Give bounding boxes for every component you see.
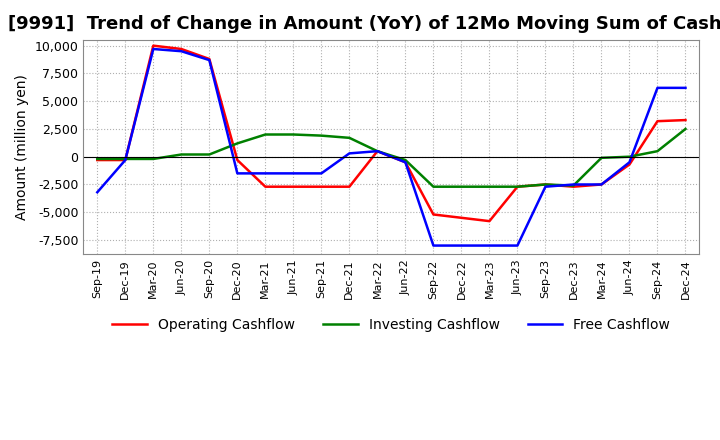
Operating Cashflow	[121, 158, 130, 163]
Investing Cashflow	[121, 156, 130, 161]
Free Cashflow	[205, 58, 214, 63]
Line: Free Cashflow: Free Cashflow	[97, 49, 685, 246]
Investing Cashflow	[597, 155, 606, 161]
Free Cashflow	[569, 182, 577, 187]
Investing Cashflow	[457, 184, 466, 189]
Legend: Operating Cashflow, Investing Cashflow, Free Cashflow: Operating Cashflow, Investing Cashflow, …	[107, 312, 676, 337]
Free Cashflow	[681, 85, 690, 91]
Free Cashflow	[513, 243, 522, 248]
Free Cashflow	[429, 243, 438, 248]
Free Cashflow	[541, 184, 550, 189]
Investing Cashflow	[317, 133, 325, 138]
Free Cashflow	[345, 151, 354, 156]
Investing Cashflow	[429, 184, 438, 189]
Free Cashflow	[121, 158, 130, 163]
Free Cashflow	[457, 243, 466, 248]
Operating Cashflow	[289, 184, 297, 189]
Free Cashflow	[261, 171, 270, 176]
Y-axis label: Amount (million yen): Amount (million yen)	[15, 74, 29, 220]
Operating Cashflow	[317, 184, 325, 189]
Investing Cashflow	[681, 126, 690, 132]
Operating Cashflow	[485, 219, 494, 224]
Free Cashflow	[177, 48, 186, 54]
Free Cashflow	[233, 171, 242, 176]
Operating Cashflow	[681, 117, 690, 123]
Investing Cashflow	[233, 141, 242, 146]
Operating Cashflow	[401, 160, 410, 165]
Operating Cashflow	[93, 158, 102, 163]
Operating Cashflow	[625, 162, 634, 167]
Investing Cashflow	[149, 156, 158, 161]
Investing Cashflow	[373, 149, 382, 154]
Free Cashflow	[625, 160, 634, 165]
Free Cashflow	[485, 243, 494, 248]
Free Cashflow	[149, 46, 158, 51]
Investing Cashflow	[93, 156, 102, 161]
Operating Cashflow	[429, 212, 438, 217]
Operating Cashflow	[597, 182, 606, 187]
Investing Cashflow	[205, 152, 214, 157]
Investing Cashflow	[653, 149, 662, 154]
Operating Cashflow	[373, 149, 382, 154]
Investing Cashflow	[401, 158, 410, 163]
Free Cashflow	[597, 182, 606, 187]
Investing Cashflow	[541, 182, 550, 187]
Investing Cashflow	[261, 132, 270, 137]
Investing Cashflow	[569, 183, 577, 188]
Line: Investing Cashflow: Investing Cashflow	[97, 129, 685, 187]
Line: Operating Cashflow: Operating Cashflow	[97, 46, 685, 221]
Operating Cashflow	[233, 158, 242, 163]
Investing Cashflow	[513, 184, 522, 189]
Free Cashflow	[653, 85, 662, 91]
Investing Cashflow	[485, 184, 494, 189]
Title: [9991]  Trend of Change in Amount (YoY) of 12Mo Moving Sum of Cashflows: [9991] Trend of Change in Amount (YoY) o…	[8, 15, 720, 33]
Operating Cashflow	[541, 182, 550, 187]
Operating Cashflow	[457, 215, 466, 220]
Operating Cashflow	[177, 46, 186, 51]
Free Cashflow	[401, 160, 410, 165]
Operating Cashflow	[653, 118, 662, 124]
Operating Cashflow	[569, 184, 577, 189]
Operating Cashflow	[513, 184, 522, 189]
Operating Cashflow	[345, 184, 354, 189]
Operating Cashflow	[149, 43, 158, 48]
Operating Cashflow	[261, 184, 270, 189]
Free Cashflow	[93, 190, 102, 195]
Free Cashflow	[317, 171, 325, 176]
Free Cashflow	[289, 171, 297, 176]
Free Cashflow	[373, 149, 382, 154]
Investing Cashflow	[289, 132, 297, 137]
Investing Cashflow	[345, 135, 354, 140]
Operating Cashflow	[205, 56, 214, 62]
Investing Cashflow	[625, 154, 634, 159]
Investing Cashflow	[177, 152, 186, 157]
